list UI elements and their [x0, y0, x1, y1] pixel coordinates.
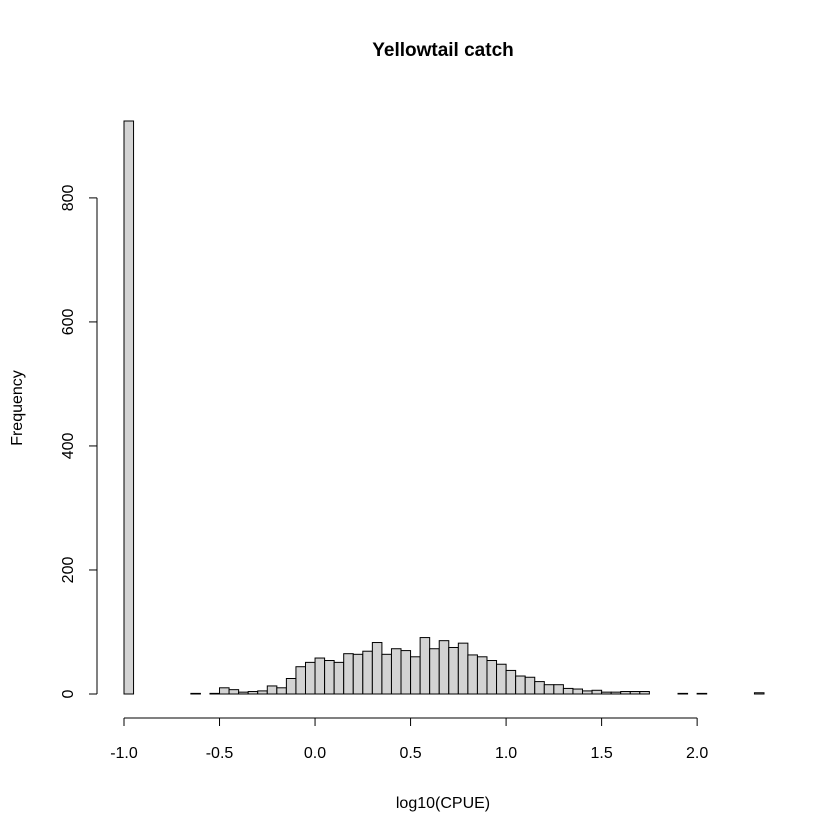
x-tick-label: 0.5 [399, 745, 421, 762]
x-axis-label: log10(CPUE) [396, 795, 490, 812]
bar [467, 654, 478, 695]
bar [429, 648, 440, 695]
bar [438, 640, 450, 695]
bar [562, 687, 574, 695]
bar [419, 637, 431, 695]
bar [400, 650, 412, 695]
bar [304, 661, 316, 695]
y-tick-label: 0 [60, 689, 77, 698]
bar [285, 677, 297, 695]
bar [333, 661, 345, 695]
bar [534, 681, 545, 695]
bar [696, 692, 708, 695]
bar [352, 653, 364, 695]
bar [123, 120, 135, 695]
bar [209, 692, 221, 695]
bar [610, 691, 622, 695]
bar [524, 676, 536, 695]
bar [381, 653, 392, 695]
y-tick-label: 800 [60, 184, 77, 211]
bar [295, 666, 306, 695]
x-tick-label: 1.0 [495, 745, 517, 762]
bar [190, 692, 201, 695]
bar [276, 687, 287, 695]
bar [476, 656, 488, 695]
bar [362, 650, 373, 695]
bar [553, 684, 564, 695]
chart-title: Yellowtail catch [372, 40, 514, 61]
y-tick-label: 200 [60, 557, 77, 584]
bar [219, 687, 230, 695]
x-tick-label: 1.5 [590, 745, 612, 762]
bar [228, 689, 240, 695]
x-tick-label: 2.0 [686, 745, 708, 762]
bar [486, 660, 498, 695]
bar [257, 690, 268, 695]
bar [505, 669, 517, 695]
y-tick-label: 600 [60, 308, 77, 335]
bar [639, 691, 650, 695]
bar [390, 648, 402, 695]
bar [457, 642, 469, 695]
bar [343, 653, 354, 695]
bar [620, 691, 631, 695]
bar [591, 689, 603, 695]
bar [448, 646, 459, 695]
bar [515, 675, 526, 695]
bar [324, 660, 335, 695]
y-tick-label: 400 [60, 433, 77, 460]
bar [543, 684, 555, 695]
x-tick-label: 0.0 [304, 745, 326, 762]
bar [601, 691, 612, 695]
bar [582, 690, 593, 695]
bar [572, 688, 584, 695]
bar [753, 692, 765, 695]
bar [247, 691, 259, 695]
bar [371, 642, 383, 695]
bar [496, 663, 507, 695]
bar [410, 656, 421, 695]
bar [238, 691, 249, 695]
bar [629, 691, 641, 695]
bar [266, 685, 278, 695]
bar [314, 657, 326, 695]
bar [677, 692, 689, 695]
x-tick-label: -1.0 [110, 745, 138, 762]
y-axis-label: Frequency [9, 370, 26, 446]
x-tick-label: -0.5 [206, 745, 234, 762]
